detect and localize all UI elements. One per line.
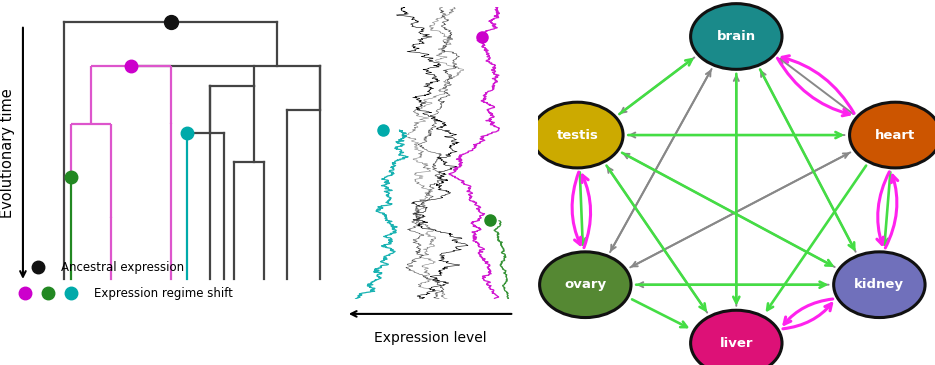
Text: Ancestral expression: Ancestral expression — [61, 261, 184, 274]
Text: ovary: ovary — [564, 278, 607, 291]
Text: brain: brain — [717, 30, 755, 43]
Text: Expression regime shift: Expression regime shift — [94, 287, 233, 300]
Text: Evolutionary time: Evolutionary time — [1, 88, 16, 218]
Ellipse shape — [532, 102, 623, 168]
Text: heart: heart — [875, 128, 915, 142]
Ellipse shape — [691, 4, 782, 69]
Text: Expression level: Expression level — [374, 331, 486, 345]
Ellipse shape — [850, 102, 935, 168]
Text: kidney: kidney — [855, 278, 904, 291]
Text: liver: liver — [720, 337, 753, 350]
Ellipse shape — [539, 252, 631, 318]
Ellipse shape — [834, 252, 925, 318]
Text: testis: testis — [556, 128, 598, 142]
Ellipse shape — [691, 310, 782, 365]
